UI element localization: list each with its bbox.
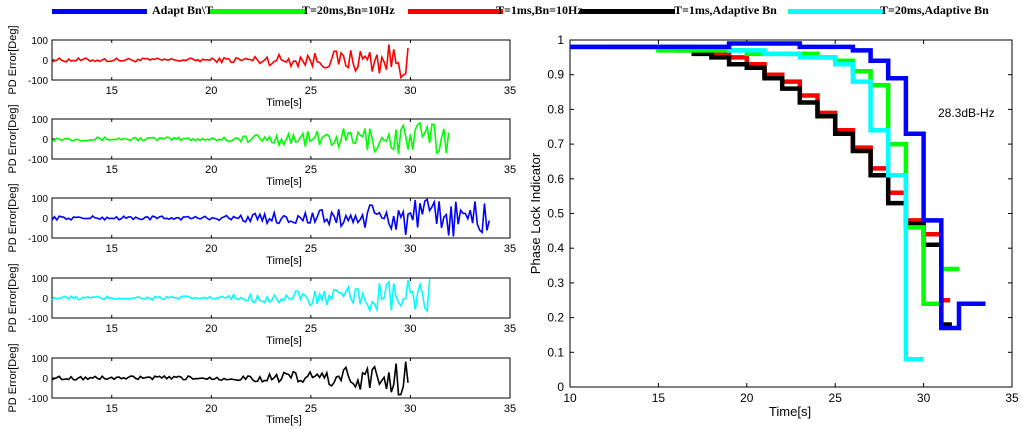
y-tick-label: 1 xyxy=(557,33,564,47)
x-tick-label: 35 xyxy=(1005,391,1019,405)
legend-label-t20-bn10: T=20ms,Bn=10Hz xyxy=(302,3,395,17)
x-axis-label: Time[s] xyxy=(266,414,302,426)
y-tick-label: 0 xyxy=(42,214,48,225)
pli-frame xyxy=(569,39,1013,388)
legend-label-t1-bn10: T=1ms,Bn=10Hz xyxy=(496,3,583,17)
x-tick-label: 30 xyxy=(404,403,416,415)
x-tick-label: 20 xyxy=(205,243,217,255)
x-tick-label: 20 xyxy=(205,403,217,415)
pli-series-5 xyxy=(570,41,986,331)
y-tick-label: -100 xyxy=(28,234,48,245)
x-axis-label: Time[s] xyxy=(266,176,302,188)
y-tick-label: -100 xyxy=(28,76,48,87)
x-tick-label: 20 xyxy=(205,164,217,176)
y-axis-label: PD Error[Deg] xyxy=(7,183,19,252)
annotation-cn0: 28.3dB-Hz xyxy=(938,106,995,120)
legend-swatch-t20-bn10 xyxy=(210,9,305,14)
x-tick-label: 25 xyxy=(305,243,317,255)
pd-error-series-3 xyxy=(51,198,491,237)
x-axis-label: Time[s] xyxy=(266,255,302,267)
y-tick-label: 0 xyxy=(557,380,564,394)
x-tick-label: 30 xyxy=(917,391,931,405)
y-tick-label: 0.4 xyxy=(547,241,564,255)
legend-swatch-t1-bn10 xyxy=(408,9,503,14)
legend-label-t20-adaptive: T=20ms,Adaptive Bn xyxy=(880,3,989,17)
x-tick-label: 20 xyxy=(205,323,217,335)
y-axis-label: Phase Lock Indicator xyxy=(528,152,543,274)
x-tick-label: 35 xyxy=(504,85,516,97)
x-tick-label: 25 xyxy=(305,403,317,415)
y-tick-label: -100 xyxy=(28,394,48,405)
x-axis-label: Time[s] xyxy=(769,404,811,419)
x-tick-label: 20 xyxy=(205,85,217,97)
y-axis-label: PD Error[Deg] xyxy=(7,104,19,173)
x-tick-label: 35 xyxy=(504,403,516,415)
y-tick-label: 100 xyxy=(31,354,48,365)
y-tick-label: 0 xyxy=(42,56,48,67)
pli-series-4 xyxy=(570,44,924,362)
y-tick-label: 0.6 xyxy=(547,172,564,186)
x-tick-label: 10 xyxy=(563,391,577,405)
x-axis-label: Time[s] xyxy=(266,97,302,109)
x-tick-label: 35 xyxy=(504,164,516,176)
y-tick-label: -100 xyxy=(28,155,48,166)
x-tick-label: 30 xyxy=(404,164,416,176)
x-tick-label: 15 xyxy=(106,85,118,97)
y-tick-label: 0.7 xyxy=(547,137,564,151)
x-tick-label: 25 xyxy=(305,164,317,176)
y-tick-label: 0 xyxy=(42,374,48,385)
y-tick-label: 100 xyxy=(31,274,48,285)
legend: Adapt Bn\T T=20ms,Bn=10Hz T=1ms,Bn=10Hz … xyxy=(0,0,1024,28)
x-tick-label: 30 xyxy=(404,85,416,97)
legend-label-adapt: Adapt Bn\T xyxy=(152,3,214,17)
x-tick-label: 15 xyxy=(652,391,666,405)
legend-swatch-adapt xyxy=(52,9,147,14)
y-axis-label: PD Error[Deg] xyxy=(7,343,19,412)
x-tick-label: 25 xyxy=(829,391,843,405)
pd-error-series-1 xyxy=(51,44,409,80)
x-tick-label: 35 xyxy=(504,243,516,255)
x-tick-label: 25 xyxy=(305,323,317,335)
x-tick-label: 15 xyxy=(106,164,118,176)
y-tick-label: 0.1 xyxy=(547,345,564,359)
y-tick-label: 0.3 xyxy=(547,276,564,290)
x-tick-label: 15 xyxy=(106,323,118,335)
x-tick-label: 20 xyxy=(740,391,754,405)
legend-swatch-t20-adaptive xyxy=(788,9,883,14)
y-tick-label: 0 xyxy=(42,135,48,146)
y-tick-label: 100 xyxy=(31,194,48,205)
y-tick-label: 0.8 xyxy=(547,102,564,116)
legend-label-t1-adaptive: T=1ms,Adaptive Bn xyxy=(674,3,777,17)
x-axis-label: Time[s] xyxy=(266,335,302,347)
y-axis-label: PD Error[Deg] xyxy=(7,25,19,94)
x-tick-label: 15 xyxy=(106,403,118,415)
x-tick-label: 35 xyxy=(504,323,516,335)
pd-error-series-5 xyxy=(51,361,409,396)
x-tick-label: 25 xyxy=(305,85,317,97)
y-tick-label: 0 xyxy=(42,294,48,305)
x-tick-label: 30 xyxy=(404,323,416,335)
y-tick-label: 100 xyxy=(31,36,48,47)
y-tick-label: 0.2 xyxy=(547,311,564,325)
x-tick-label: 30 xyxy=(404,243,416,255)
x-tick-label: 15 xyxy=(106,243,118,255)
y-tick-label: -100 xyxy=(28,314,48,325)
y-tick-label: 0.5 xyxy=(547,207,564,221)
y-axis-label: PD Error[Deg] xyxy=(7,263,19,332)
pd-error-series-4 xyxy=(51,279,431,313)
pd-error-series-2 xyxy=(51,121,450,155)
y-tick-label: 0.9 xyxy=(547,68,564,82)
y-tick-label: 100 xyxy=(31,115,48,126)
legend-swatch-t1-adaptive xyxy=(580,9,675,14)
